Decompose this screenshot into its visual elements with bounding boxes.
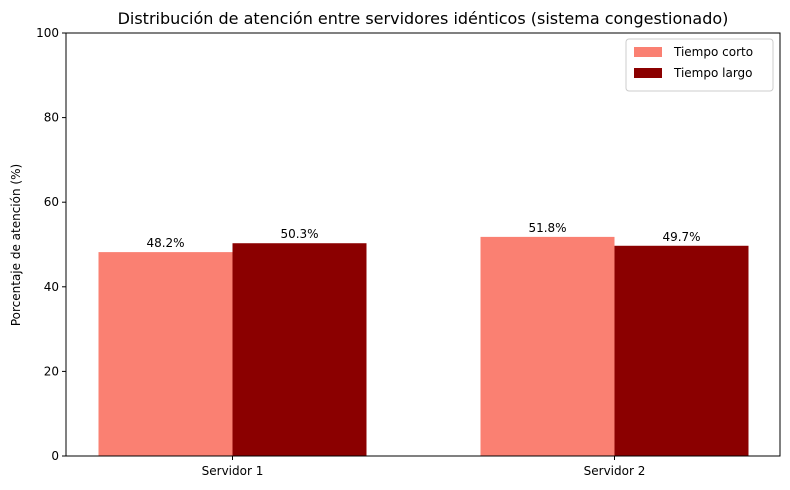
bar	[614, 245, 749, 456]
y-tick-label: 40	[44, 280, 59, 294]
data-label: 50.3%	[280, 227, 318, 241]
x-tick-label: Servidor 1	[202, 464, 264, 478]
y-tick-label: 20	[44, 364, 59, 378]
legend: Tiempo corto Tiempo largo	[625, 38, 774, 92]
data-label: 48.2%	[146, 236, 184, 250]
y-tick-label: 0	[51, 449, 59, 463]
legend-swatch	[634, 68, 662, 78]
legend-box	[625, 38, 774, 92]
y-tick-label: 80	[44, 111, 59, 125]
y-tick-label: 100	[36, 26, 59, 40]
axes-frame	[65, 32, 781, 457]
bar	[480, 236, 615, 456]
legend-swatch	[634, 47, 662, 57]
x-tick-label: Servidor 2	[584, 464, 646, 478]
y-tick-label: 60	[44, 195, 59, 209]
legend-entry: Tiempo corto	[673, 45, 753, 59]
y-axis-label: Porcentaje de atención (%)	[9, 164, 23, 326]
data-label: 51.8%	[528, 221, 566, 235]
plot-area: 0 20 40 60 80 100 48.2% 50.3% Servidor 1 51.8% 49.…	[36, 26, 781, 478]
data-label: 49.7%	[662, 230, 700, 244]
bar	[232, 243, 367, 456]
bar	[98, 252, 233, 456]
legend-entry: Tiempo largo	[673, 66, 753, 80]
chart-title: Distribución de atención entre servidore…	[118, 9, 729, 28]
